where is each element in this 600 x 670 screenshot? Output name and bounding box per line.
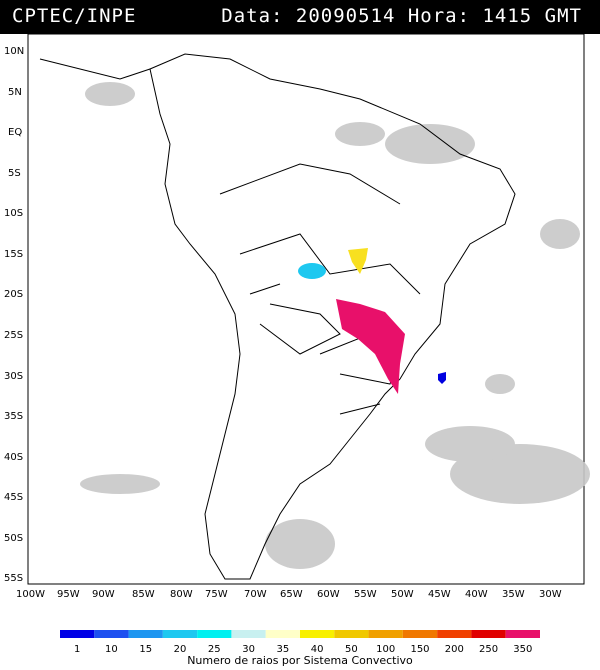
svg-text:5S: 5S xyxy=(8,168,21,179)
svg-text:40W: 40W xyxy=(465,589,488,600)
svg-text:75W: 75W xyxy=(205,589,228,600)
colorbar-tick-label: 40 xyxy=(311,644,324,655)
colorbar-swatch xyxy=(334,630,369,638)
colorbar-tick-label: 50 xyxy=(345,644,358,655)
cloud-cover xyxy=(80,82,590,569)
colorbar-swatch xyxy=(402,630,438,638)
svg-text:35S: 35S xyxy=(4,411,23,422)
lon-axis: 100W 95W 90W 85W 80W 75W 70W 65W 60W 55W… xyxy=(16,589,562,600)
colorbar-swatch xyxy=(265,630,300,638)
svg-text:30W: 30W xyxy=(539,589,562,600)
svg-text:10N: 10N xyxy=(4,46,24,57)
svg-text:EQ: EQ xyxy=(8,127,22,138)
colorbar-swatch xyxy=(437,630,472,638)
colorbar: 1 10 15 20 25 30 35 40 50 100 150 200 250 350 xyxy=(60,630,540,655)
datetime-label: Data: 20090514 Hora: 1415 GMT xyxy=(221,5,582,27)
svg-text:55W: 55W xyxy=(354,589,377,600)
svg-text:95W: 95W xyxy=(57,589,80,600)
svg-text:40S: 40S xyxy=(4,452,23,463)
colorbar-swatch xyxy=(471,630,506,638)
colorbar-title: Numero de raios por Sistema Convectivo xyxy=(187,654,413,667)
lat-axis: 10N 5N EQ 5S 10S 15S 20S 25S 30S 35S 40S… xyxy=(4,46,24,584)
svg-text:30S: 30S xyxy=(4,371,23,382)
colorbar-tick-label: 15 xyxy=(139,644,152,655)
svg-text:15S: 15S xyxy=(4,249,23,260)
svg-text:5N: 5N xyxy=(8,87,22,98)
colorbar-swatch xyxy=(94,630,129,638)
colorbar-swatch xyxy=(231,630,266,638)
svg-text:35W: 35W xyxy=(502,589,525,600)
svg-text:90W: 90W xyxy=(92,589,115,600)
convective-systems xyxy=(298,248,446,394)
colorbar-swatch xyxy=(368,630,403,638)
colorbar-tick-label: 150 xyxy=(410,644,429,655)
svg-text:10S: 10S xyxy=(4,208,23,219)
svg-text:80W: 80W xyxy=(170,589,193,600)
yellow-system xyxy=(348,248,368,274)
cyan-system xyxy=(298,263,326,279)
colorbar-swatch xyxy=(505,630,540,638)
colorbar-tick-label: 35 xyxy=(276,644,289,655)
colorbar-swatch xyxy=(60,630,95,638)
colorbar-swatch xyxy=(128,630,163,638)
svg-text:55S: 55S xyxy=(4,573,23,584)
svg-text:100W: 100W xyxy=(16,589,45,600)
colorbar-tick-label: 25 xyxy=(208,644,221,655)
svg-text:45S: 45S xyxy=(4,492,23,503)
svg-text:25S: 25S xyxy=(4,330,23,341)
colorbar-tick-label: 100 xyxy=(376,644,395,655)
colorbar-tick-label: 10 xyxy=(105,644,118,655)
colorbar-swatch xyxy=(300,630,335,638)
svg-text:65W: 65W xyxy=(280,589,303,600)
colorbar-swatch xyxy=(162,630,198,638)
svg-text:85W: 85W xyxy=(132,589,155,600)
magenta-system xyxy=(336,299,405,394)
blue-system xyxy=(438,372,446,384)
svg-text:45W: 45W xyxy=(428,589,451,600)
svg-text:50S: 50S xyxy=(4,533,23,544)
colorbar-swatch xyxy=(197,630,232,638)
agency-label: CPTEC/INPE xyxy=(12,5,137,27)
header-bar: CPTEC/INPE Data: 20090514 Hora: 1415 GMT xyxy=(0,0,600,34)
svg-text:70W: 70W xyxy=(244,589,267,600)
colorbar-tick-label: 20 xyxy=(174,644,187,655)
svg-text:60W: 60W xyxy=(317,589,340,600)
map-svg: 10N 5N EQ 5S 10S 15S 20S 25S 30S 35S 40S… xyxy=(4,34,590,655)
svg-text:20S: 20S xyxy=(4,289,23,300)
colorbar-tick-label: 350 xyxy=(513,644,532,655)
colorbar-tick-label: 250 xyxy=(479,644,498,655)
colorbar-tick-label: 30 xyxy=(242,644,255,655)
svg-text:50W: 50W xyxy=(391,589,414,600)
colorbar-tick-label: 1 xyxy=(74,644,80,655)
colorbar-tick-label: 200 xyxy=(445,644,464,655)
